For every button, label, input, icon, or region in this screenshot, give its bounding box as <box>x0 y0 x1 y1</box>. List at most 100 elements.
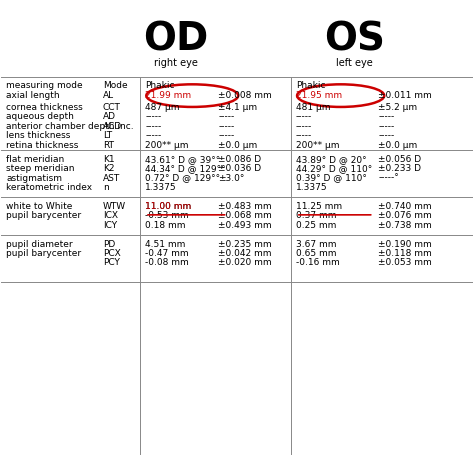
Text: pupil barycenter: pupil barycenter <box>6 211 81 220</box>
Text: CCT: CCT <box>103 103 120 112</box>
Text: ±0.042 mm: ±0.042 mm <box>218 249 272 258</box>
Text: ±0.011 mm: ±0.011 mm <box>378 91 432 100</box>
Text: 0.18 mm: 0.18 mm <box>145 221 186 230</box>
Text: K2: K2 <box>103 164 114 173</box>
Text: Mode: Mode <box>103 81 128 90</box>
Text: PCX: PCX <box>103 249 120 258</box>
Text: keratometric index: keratometric index <box>6 183 92 192</box>
Text: Phakic: Phakic <box>145 81 174 90</box>
Text: astigmatism: astigmatism <box>6 173 62 182</box>
Text: -0.53 mm: -0.53 mm <box>145 211 189 220</box>
Text: 11.25 mm: 11.25 mm <box>296 202 342 211</box>
Text: -----: ----- <box>378 131 395 140</box>
Text: -----: ----- <box>218 112 235 121</box>
Text: ICY: ICY <box>103 221 117 230</box>
Text: 0.72° D @ 129°°: 0.72° D @ 129°° <box>145 173 220 182</box>
Text: ±0.008 mm: ±0.008 mm <box>218 91 272 100</box>
Text: -----: ----- <box>378 112 395 121</box>
Text: ±0.233 D: ±0.233 D <box>378 164 421 173</box>
Text: 21.99 mm: 21.99 mm <box>145 91 191 100</box>
Text: -0.47 mm: -0.47 mm <box>145 249 189 258</box>
Text: ±4.1 μm: ±4.1 μm <box>218 103 257 112</box>
Text: 43.61° D @ 39°°: 43.61° D @ 39°° <box>145 155 220 164</box>
Text: n: n <box>103 183 109 192</box>
Text: measuring mode: measuring mode <box>6 81 83 90</box>
Text: 43.89° D @ 20°: 43.89° D @ 20° <box>296 155 366 164</box>
Text: ±0.190 mm: ±0.190 mm <box>378 239 432 248</box>
Text: ±0.493 mm: ±0.493 mm <box>218 221 272 230</box>
Text: pupil diameter: pupil diameter <box>6 239 73 248</box>
Text: ±0.036 D: ±0.036 D <box>218 164 261 173</box>
Text: -----: ----- <box>296 131 312 140</box>
Text: AST: AST <box>103 173 120 182</box>
Text: -----: ----- <box>218 131 235 140</box>
Text: ±0.483 mm: ±0.483 mm <box>218 202 272 211</box>
Text: ±0.053 mm: ±0.053 mm <box>378 258 432 267</box>
Text: right eye: right eye <box>154 58 198 68</box>
Text: 44.34° D @ 129°°: 44.34° D @ 129°° <box>145 164 226 173</box>
Text: aqueous depth: aqueous depth <box>6 112 74 121</box>
Text: -----: ----- <box>296 112 312 121</box>
Text: -----: ----- <box>378 122 395 131</box>
Text: white to White: white to White <box>6 202 73 211</box>
Text: ±0.020 mm: ±0.020 mm <box>218 258 272 267</box>
Text: 44.29° D @ 110°: 44.29° D @ 110° <box>296 164 372 173</box>
Text: ACD: ACD <box>103 122 122 131</box>
Text: ±0.0 μm: ±0.0 μm <box>378 141 418 150</box>
Text: 4.51 mm: 4.51 mm <box>145 239 185 248</box>
Text: 1.3375: 1.3375 <box>145 183 177 192</box>
Text: -----: ----- <box>145 122 161 131</box>
Text: 481 μm: 481 μm <box>296 103 330 112</box>
Text: WTW: WTW <box>103 202 126 211</box>
Text: LT: LT <box>103 131 112 140</box>
Text: axial length: axial length <box>6 91 60 100</box>
Text: -0.16 mm: -0.16 mm <box>296 258 340 267</box>
Text: -----: ----- <box>218 122 235 131</box>
Text: AL: AL <box>103 91 114 100</box>
Text: 487 μm: 487 μm <box>145 103 180 112</box>
Text: -----: ----- <box>296 122 312 131</box>
Text: ±0.738 mm: ±0.738 mm <box>378 221 432 230</box>
Text: Phakic: Phakic <box>296 81 326 90</box>
Text: 0.65 mm: 0.65 mm <box>296 249 337 258</box>
Text: -----°: -----° <box>378 173 399 182</box>
Text: retina thickness: retina thickness <box>6 141 79 150</box>
Text: -0.08 mm: -0.08 mm <box>145 258 189 267</box>
Text: ICX: ICX <box>103 211 118 220</box>
Text: ±0.740 mm: ±0.740 mm <box>378 202 432 211</box>
Text: 0.37 mm: 0.37 mm <box>296 211 337 220</box>
Text: ±0.086 D: ±0.086 D <box>218 155 261 164</box>
Text: 11.00 mm: 11.00 mm <box>145 202 191 211</box>
Text: pupil barycenter: pupil barycenter <box>6 249 81 258</box>
Text: -----: ----- <box>145 131 161 140</box>
Text: ±0.068 mm: ±0.068 mm <box>218 211 272 220</box>
Text: 21.95 mm: 21.95 mm <box>296 91 342 100</box>
Text: 0.39° D @ 110°: 0.39° D @ 110° <box>296 173 367 182</box>
Text: 0.25 mm: 0.25 mm <box>296 221 336 230</box>
Text: AD: AD <box>103 112 116 121</box>
Text: flat meridian: flat meridian <box>6 155 64 164</box>
Text: ±0.0 μm: ±0.0 μm <box>218 141 257 150</box>
Text: PCY: PCY <box>103 258 119 267</box>
Text: OD: OD <box>143 20 209 58</box>
Text: lens thickness: lens thickness <box>6 131 71 140</box>
Text: RT: RT <box>103 141 114 150</box>
Text: 11.00 mm: 11.00 mm <box>145 202 191 211</box>
Text: 3.67 mm: 3.67 mm <box>296 239 337 248</box>
Text: ±0.118 mm: ±0.118 mm <box>378 249 432 258</box>
Text: 200** μm: 200** μm <box>145 141 189 150</box>
Text: cornea thickness: cornea thickness <box>6 103 83 112</box>
Text: ±5.2 μm: ±5.2 μm <box>378 103 418 112</box>
Text: -----: ----- <box>145 112 161 121</box>
Text: ±0.056 D: ±0.056 D <box>378 155 421 164</box>
Text: OS: OS <box>324 20 385 58</box>
Text: PD: PD <box>103 239 115 248</box>
Text: 1.3375: 1.3375 <box>296 183 328 192</box>
Text: anterior chamber depth inc.: anterior chamber depth inc. <box>6 122 134 131</box>
Text: ±0.076 mm: ±0.076 mm <box>378 211 432 220</box>
Text: left eye: left eye <box>337 58 373 68</box>
Text: ±0.235 mm: ±0.235 mm <box>218 239 272 248</box>
Text: steep meridian: steep meridian <box>6 164 74 173</box>
Text: ±3.0°: ±3.0° <box>218 173 245 182</box>
Text: K1: K1 <box>103 155 114 164</box>
